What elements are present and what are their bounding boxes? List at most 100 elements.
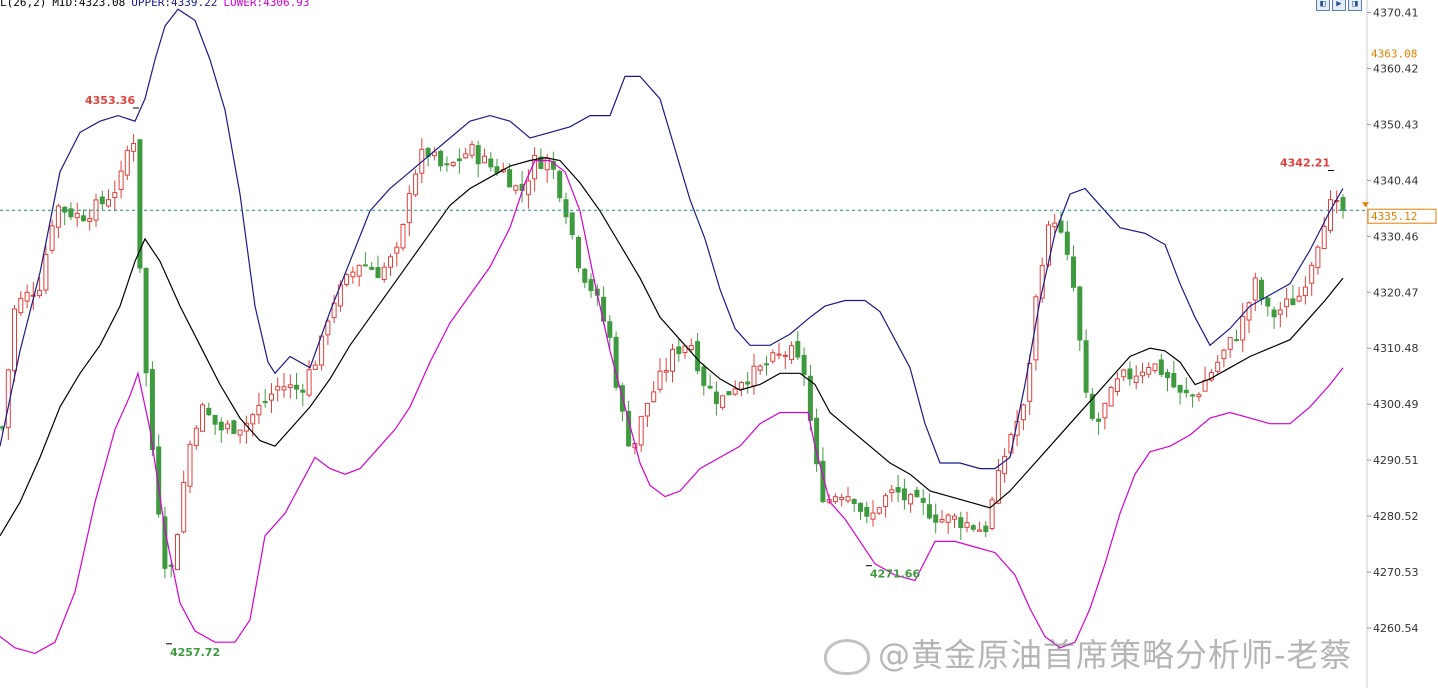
candle xyxy=(312,360,318,370)
candle-body xyxy=(569,212,575,235)
candle-body xyxy=(1290,298,1296,306)
fit-view-icon[interactable]: ◨ xyxy=(1348,0,1362,11)
legend-lower-label: LOWER: xyxy=(223,0,264,9)
candle xyxy=(106,189,111,208)
axis-tick-label: 4330.46 xyxy=(1373,230,1419,243)
candle xyxy=(707,374,713,390)
candle-body xyxy=(49,225,55,251)
candle xyxy=(237,429,243,444)
candle-body xyxy=(68,208,74,218)
candle-body xyxy=(1140,371,1145,377)
candle xyxy=(638,415,644,452)
axis-tick-label: 4270.53 xyxy=(1373,566,1419,579)
candle xyxy=(952,513,957,528)
candle xyxy=(444,156,450,172)
candle xyxy=(1083,329,1089,399)
axis-tick-label: 4360.42 xyxy=(1373,62,1419,75)
candle xyxy=(550,151,556,179)
candle-body xyxy=(218,421,224,431)
axis-tick-label: 4310.48 xyxy=(1373,342,1419,355)
candle xyxy=(43,245,49,294)
candle-body xyxy=(275,385,281,391)
candle-body xyxy=(864,507,870,517)
candle xyxy=(738,381,744,397)
candle-body xyxy=(720,395,726,409)
candle-body xyxy=(732,388,738,395)
candle-body xyxy=(1328,199,1333,231)
candle xyxy=(1064,220,1070,261)
candle-body xyxy=(106,199,111,207)
candle-body xyxy=(908,493,914,505)
candle xyxy=(776,343,782,360)
candle-body xyxy=(1002,455,1008,475)
candle-body xyxy=(920,498,926,503)
candle xyxy=(1108,385,1114,407)
candle xyxy=(701,363,707,396)
candle xyxy=(1271,306,1277,329)
candle xyxy=(413,169,419,198)
candle xyxy=(362,252,368,267)
candle-body xyxy=(895,487,901,493)
candle-body xyxy=(406,193,412,224)
candle-body xyxy=(870,512,876,520)
legend-mid: MID:4323.08 xyxy=(52,0,125,9)
candle-body xyxy=(1227,337,1233,350)
candle-body xyxy=(356,264,362,277)
candle-body xyxy=(1190,394,1196,397)
candle xyxy=(782,351,788,370)
candle xyxy=(557,169,563,203)
candle xyxy=(908,493,914,513)
legend-params: L(26,2) xyxy=(0,0,47,9)
candle-body xyxy=(181,482,187,533)
candle-body xyxy=(989,499,995,529)
candle-body xyxy=(444,163,450,166)
candle xyxy=(394,241,400,267)
candle-body xyxy=(325,320,331,336)
candle-body xyxy=(889,489,895,494)
candle xyxy=(732,380,738,396)
candle-body xyxy=(958,517,964,529)
candle xyxy=(231,419,237,435)
candle xyxy=(30,282,36,310)
candle xyxy=(1033,294,1039,371)
zoom-out-icon[interactable]: ◧ xyxy=(1316,0,1330,11)
candle-body xyxy=(995,470,1001,504)
candle-body xyxy=(344,274,350,286)
candle-body xyxy=(18,297,24,314)
candle-body xyxy=(1284,298,1290,308)
candle-body xyxy=(670,348,675,372)
current-price-box xyxy=(1367,208,1437,224)
candle xyxy=(513,184,519,195)
candle-body xyxy=(256,404,262,416)
candle-body xyxy=(782,354,788,357)
candle-body xyxy=(1183,389,1189,394)
candle-body xyxy=(55,205,61,228)
candle xyxy=(350,266,356,284)
candle-body xyxy=(312,364,318,370)
candle xyxy=(1227,337,1233,358)
candle-body xyxy=(858,502,863,512)
candle-body xyxy=(1102,402,1108,419)
candle-body xyxy=(663,370,669,373)
candle xyxy=(1127,361,1133,386)
candle xyxy=(1277,301,1283,328)
candle-body xyxy=(1177,384,1183,393)
candle xyxy=(62,206,68,226)
candle-body xyxy=(676,346,682,355)
candle xyxy=(1089,388,1095,421)
candle-body xyxy=(1052,222,1058,228)
candle-body xyxy=(713,391,719,404)
candle xyxy=(388,253,393,276)
candle-body xyxy=(413,173,419,196)
candle xyxy=(870,500,876,527)
candle xyxy=(287,374,293,399)
candle-body xyxy=(1171,373,1177,388)
candle-body xyxy=(644,402,650,417)
candle xyxy=(1002,448,1008,483)
candle-body xyxy=(1027,363,1033,402)
candle-body xyxy=(1221,349,1227,360)
legend-mid-label: MID: xyxy=(52,0,79,9)
candle-body xyxy=(525,180,531,196)
zoom-in-icon[interactable]: ▶ xyxy=(1332,0,1346,11)
candle xyxy=(24,284,30,308)
